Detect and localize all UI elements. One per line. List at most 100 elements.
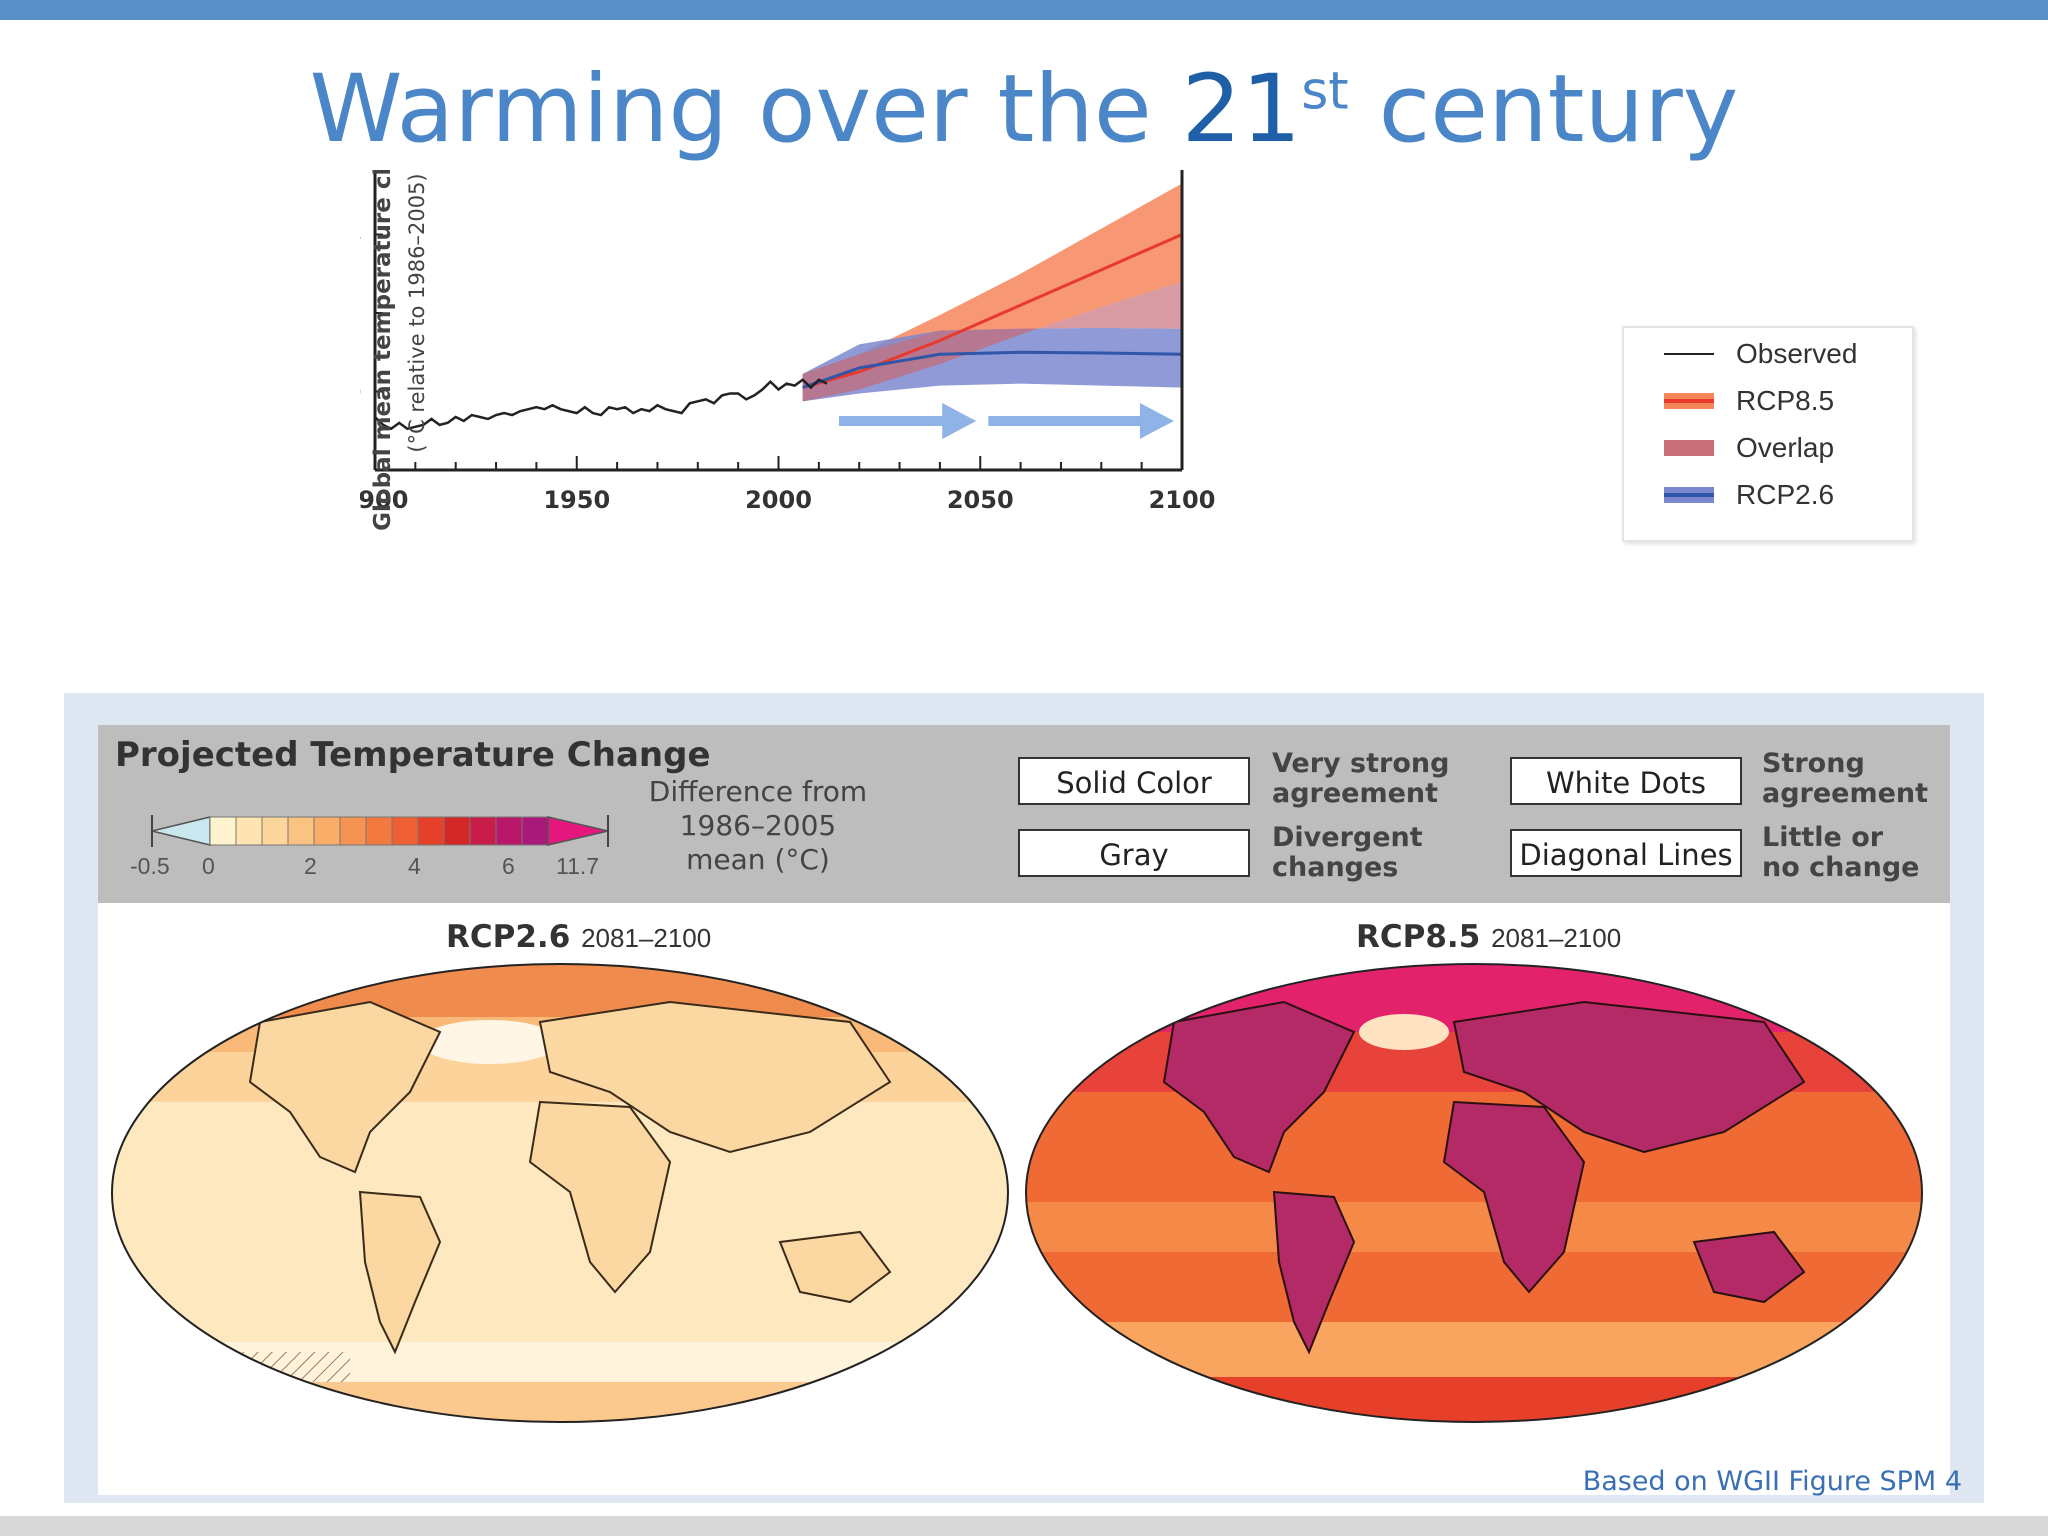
africa (528, 1100, 672, 1294)
title-number: 21 (1181, 55, 1302, 164)
difference-label-line2: 1986–2005 mean (°C) (679, 809, 837, 876)
top-accent-bar (0, 0, 2048, 20)
x-tick-label: 2000 (745, 486, 812, 514)
colorbar-cell (391, 816, 419, 846)
colorbar-cell (443, 816, 471, 846)
map-scenario: RCP8.5 (1356, 919, 1481, 955)
map-title-rcp85: RCP8.5 2081–2100 (1356, 919, 1621, 955)
tropical-ocean-band (1026, 1202, 1922, 1252)
difference-label-line1: Difference from (648, 775, 868, 808)
y-tick-label: 4 (360, 225, 361, 247)
chart-canvas: −2024619001950200020502100Global mean te… (360, 170, 1216, 531)
x-tick-label: 1950 (543, 486, 610, 514)
arctic-warming-band (112, 964, 1008, 1017)
antarctic-band (1026, 1377, 1922, 1422)
eurasia (538, 1000, 892, 1154)
key-box-gray: Gray (1018, 829, 1250, 877)
key-desc-little-change: Little or no change (1762, 823, 1919, 883)
colorbar-cell (261, 816, 289, 846)
key-desc-line: Strong (1762, 748, 1865, 779)
legend-label: Overlap (1736, 432, 1835, 463)
key-desc-line: agreement (1762, 778, 1929, 809)
antarctic-band (112, 1382, 1008, 1422)
key-desc-very-strong: Very strong agreement (1272, 749, 1449, 809)
colorbar-cell (417, 816, 445, 846)
colorbar-cell (313, 816, 341, 846)
colorbar-tick: 0 (202, 853, 215, 879)
title-suffix: century (1348, 55, 1739, 164)
key-box-white-dots: White Dots (1510, 757, 1742, 805)
slide-title: Warming over the 21st century (0, 50, 2048, 170)
temperature-line-chart: −2024619001950200020502100Global mean te… (360, 170, 1660, 690)
colorbar-graphic (151, 815, 609, 847)
rcp85-line (802, 233, 1183, 390)
x-tick-label: 2100 (1149, 486, 1216, 514)
southern-ocean-band (112, 1342, 1008, 1382)
key-desc-line: changes (1272, 852, 1399, 883)
colorbar-tick: 4 (408, 853, 421, 879)
maps-header-band: Projected Temperature Change -0.5 0 2 4 … (98, 725, 1950, 903)
south-america (358, 1190, 442, 1355)
australia (778, 1230, 892, 1304)
north-atlantic-white-dots (420, 1020, 560, 1064)
title-prefix: Warming over the (309, 55, 1182, 164)
legend-swatch-rcp85 (1664, 393, 1714, 409)
x-tick-label: 1900 (360, 486, 408, 514)
colorbar-tick: -0.5 (130, 853, 170, 879)
y-axis-label-line2: (°C relative to 1986–2005) (405, 173, 429, 452)
overlap-band (802, 281, 1182, 402)
map-title-rcp26: RCP2.6 2081–2100 (446, 919, 711, 955)
colorbar-cell (521, 816, 549, 846)
x-tick-label: 2050 (947, 486, 1014, 514)
key-desc-line: Very strong (1272, 748, 1450, 779)
southern-ocean-band (1026, 1322, 1922, 1377)
map-scenario: RCP2.6 (446, 919, 571, 955)
bottom-accent-bar (0, 1516, 2048, 1536)
timeline-arrow-head (942, 402, 977, 439)
colorbar-tick: 2 (304, 853, 317, 879)
colorbar-cell (287, 816, 315, 846)
timeline-arrow-head (1139, 402, 1174, 439)
colorbar-cell (365, 816, 393, 846)
continents-outline (1162, 1000, 1806, 1355)
y-tick-label: 0 (360, 382, 361, 404)
map-rcp85 (1025, 963, 1923, 1423)
chart-legend: Observed RCP8.5 Overlap RCP2.6 (1622, 326, 1914, 542)
legend-label: RCP2.6 (1736, 479, 1835, 510)
key-desc-line: no change (1762, 852, 1920, 883)
north-america (248, 1000, 442, 1174)
key-desc-line: Little or (1762, 822, 1884, 853)
colorbar-tick: 6 (502, 853, 515, 879)
legend-label: Observed (1736, 338, 1858, 369)
north-america (1162, 1000, 1356, 1174)
south-america (1272, 1190, 1356, 1355)
key-box-diagonal-lines: Diagonal Lines (1510, 829, 1742, 877)
map-rcp26 (111, 963, 1009, 1423)
colorbar-tick: 11.7 (556, 853, 600, 879)
source-credit: Based on WGII Figure SPM 4 (1582, 1466, 1962, 1497)
colorbar: -0.5 0 2 4 6 11.7 (130, 811, 618, 879)
projected-change-title: Projected Temperature Change (115, 735, 711, 775)
colorbar-cell (339, 816, 367, 846)
y-tick-label: −2 (360, 460, 361, 482)
key-desc-line: agreement (1272, 778, 1439, 809)
y-axis-label-line1: Global mean temperature change (370, 170, 396, 531)
key-desc-divergent: Divergent changes (1272, 823, 1423, 883)
continents-outline (248, 1000, 892, 1355)
colorbar-cell (469, 816, 497, 846)
legend-swatch-rcp26 (1664, 487, 1714, 503)
australia (1692, 1230, 1806, 1304)
difference-label: Difference from 1986–2005 mean (°C) (638, 775, 878, 877)
legend-swatch-observed (1664, 353, 1714, 355)
colorbar-cell (547, 816, 609, 846)
map-years: 2081–2100 (581, 923, 712, 953)
legend-swatch-overlap (1664, 440, 1714, 456)
key-desc-strong: Strong agreement (1762, 749, 1928, 809)
legend-label: RCP8.5 (1736, 385, 1835, 416)
map-border (111, 963, 1009, 1423)
key-box-solid-color: Solid Color (1018, 757, 1250, 805)
north-atlantic-white-dots (1359, 1014, 1449, 1050)
title-superscript: st (1301, 61, 1349, 122)
colorbar-cell (495, 816, 523, 846)
eurasia (1452, 1000, 1806, 1154)
